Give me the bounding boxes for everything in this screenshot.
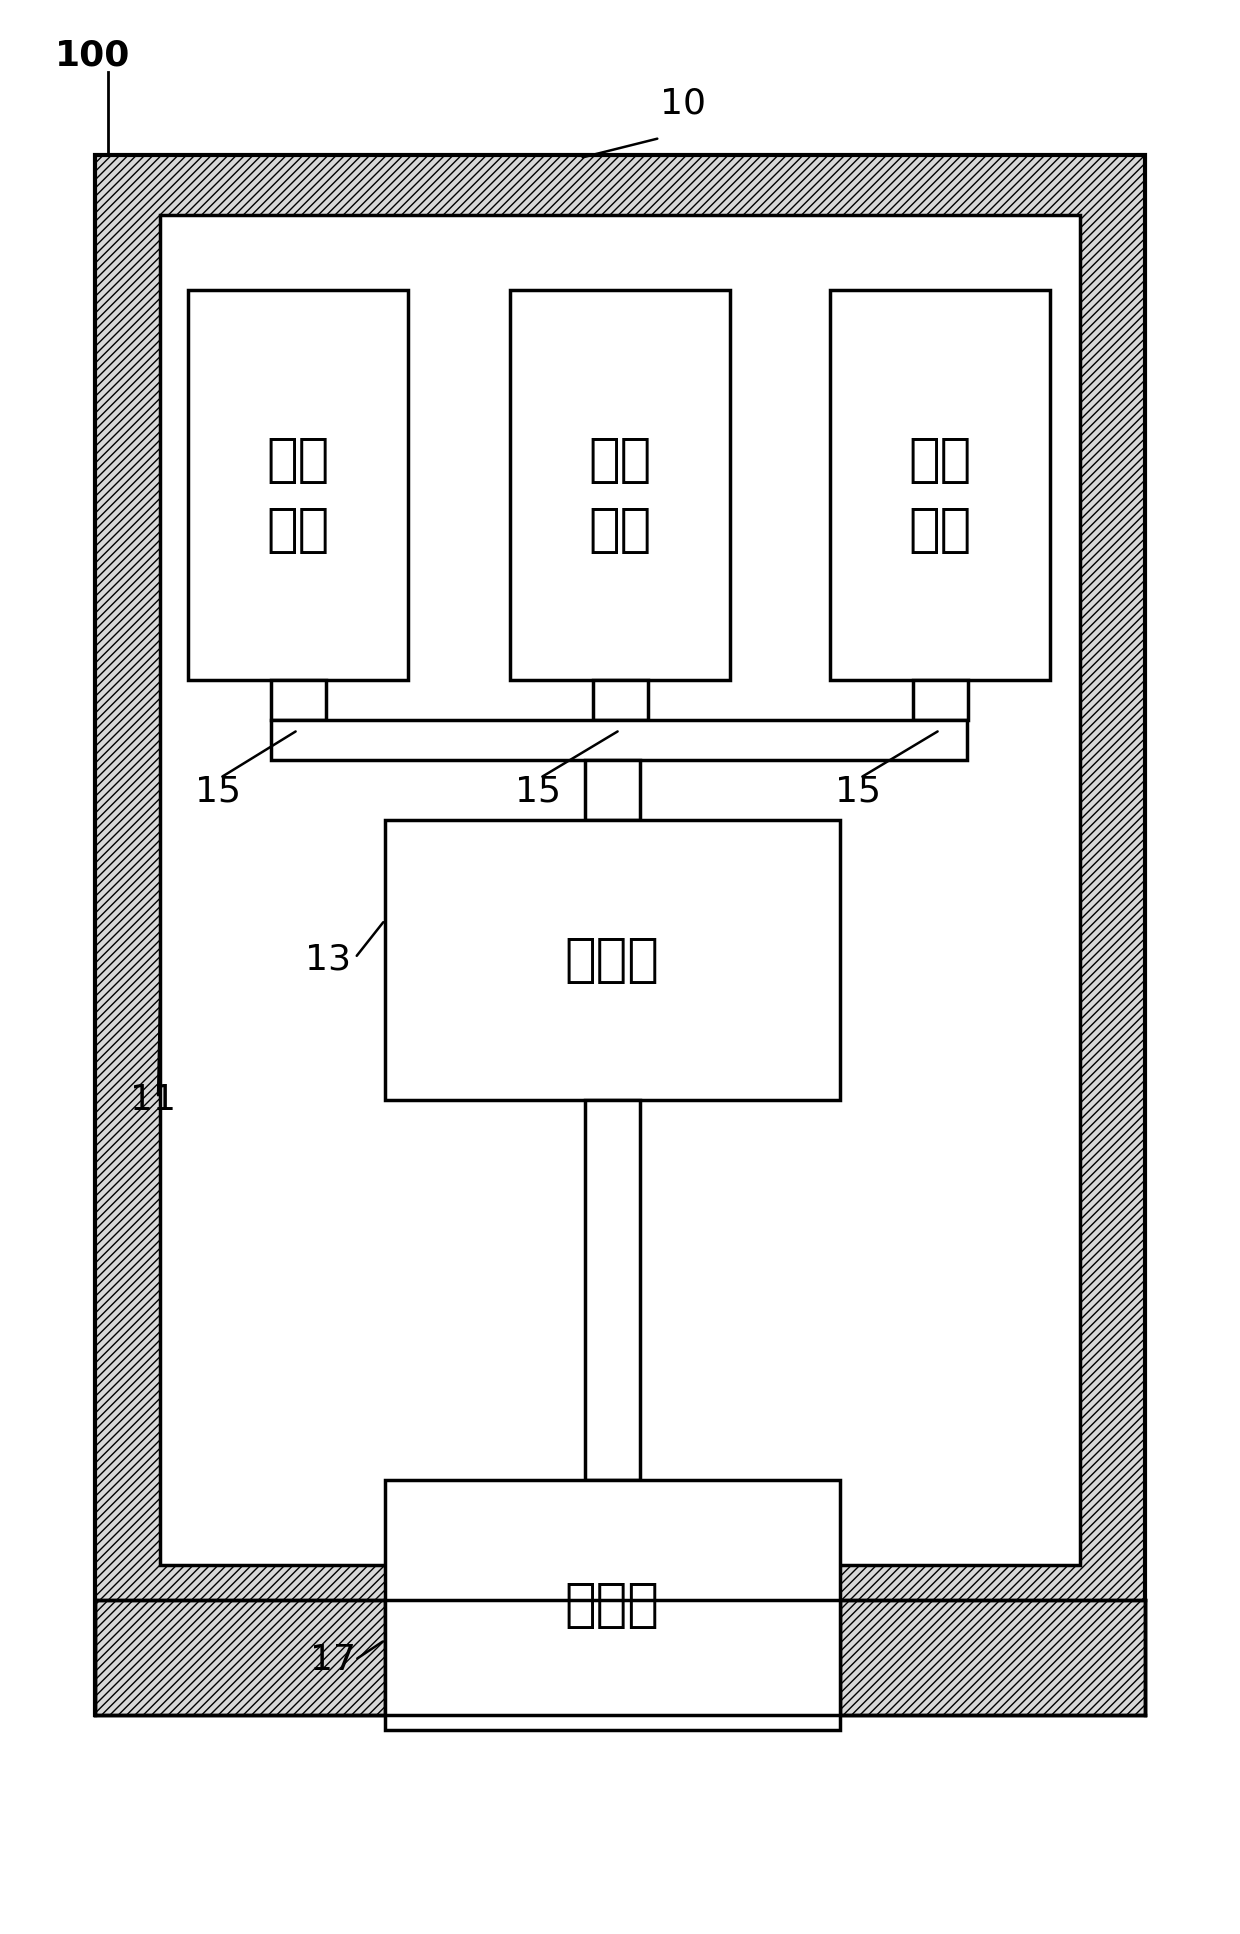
Text: 连接器: 连接器: [564, 1578, 660, 1630]
Text: 闪存: 闪存: [267, 433, 330, 485]
Bar: [95, 1599, 384, 1715]
Bar: [585, 760, 640, 820]
Bar: [585, 1100, 640, 1480]
Text: 组件: 组件: [588, 505, 652, 555]
Text: 闪存: 闪存: [909, 433, 972, 485]
Bar: [913, 681, 968, 719]
Text: 10: 10: [660, 85, 706, 120]
Bar: [160, 215, 1080, 1565]
Bar: [830, 290, 1050, 681]
Text: 13: 13: [305, 944, 351, 977]
Bar: [593, 681, 649, 719]
Bar: [384, 820, 839, 1100]
Bar: [384, 1480, 839, 1731]
Bar: [272, 719, 967, 760]
Text: 15: 15: [835, 776, 880, 808]
Bar: [839, 1599, 1145, 1715]
Text: 11: 11: [130, 1083, 176, 1118]
Bar: [188, 290, 408, 681]
Text: 组件: 组件: [909, 505, 972, 555]
Text: 控刻器: 控刻器: [564, 934, 660, 986]
Bar: [95, 155, 1145, 1715]
Text: 100: 100: [55, 39, 130, 72]
Bar: [272, 681, 326, 719]
Text: 15: 15: [195, 776, 241, 808]
Text: 组件: 组件: [267, 505, 330, 555]
Bar: [510, 290, 730, 681]
Text: 17: 17: [310, 1644, 356, 1677]
Text: 15: 15: [515, 776, 560, 808]
Text: 闪存: 闪存: [588, 433, 652, 485]
